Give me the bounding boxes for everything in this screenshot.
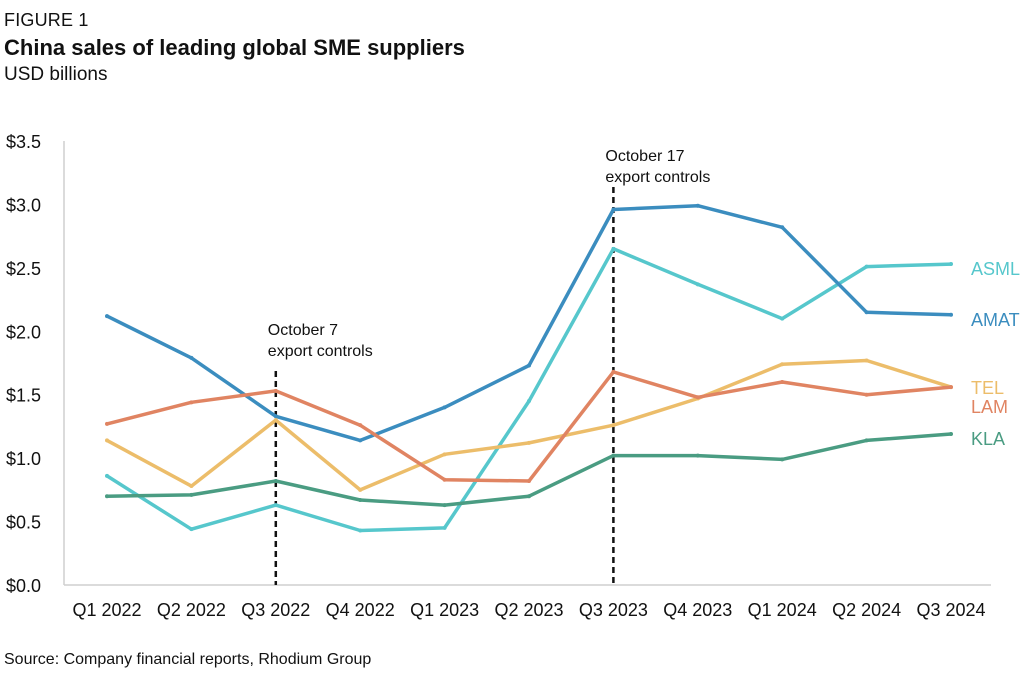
data-point-kla — [949, 432, 953, 437]
series-label-amat: AMAT — [971, 310, 1020, 330]
data-point-asml — [611, 246, 616, 251]
data-point-kla — [527, 494, 531, 499]
x-tick-label: Q3 2022 — [241, 600, 310, 620]
y-tick-label: $1.0 — [6, 449, 41, 469]
data-point-lam — [358, 423, 363, 428]
data-point-kla — [611, 453, 616, 458]
annotation-label: export controls — [268, 343, 373, 360]
chart-title: China sales of leading global SME suppli… — [4, 35, 465, 60]
x-tick-label: Q3 2023 — [579, 600, 648, 620]
data-point-asml — [442, 525, 447, 530]
x-tick-label: Q1 2023 — [410, 600, 479, 620]
data-point-tel — [189, 484, 194, 489]
data-point-lam — [695, 395, 700, 400]
data-point-asml — [358, 528, 363, 533]
annotation-label: October 17 — [605, 148, 684, 165]
data-point-amat — [949, 312, 953, 317]
data-point-kla — [189, 492, 194, 497]
data-point-tel — [527, 440, 531, 445]
series-label-asml: ASML — [971, 259, 1020, 279]
series-label-tel: TEL — [971, 378, 1004, 398]
data-point-lam — [611, 369, 616, 374]
data-point-kla — [358, 498, 363, 503]
data-point-tel — [273, 418, 278, 423]
y-tick-label: $3.5 — [6, 132, 41, 152]
data-point-tel — [864, 358, 869, 363]
data-point-lam — [780, 380, 785, 385]
x-tick-label: Q4 2022 — [326, 600, 395, 620]
annotation-label: October 7 — [268, 322, 338, 339]
data-point-amat — [695, 203, 700, 208]
data-point-amat — [105, 314, 109, 319]
data-point-amat — [442, 405, 447, 410]
data-point-amat — [780, 225, 785, 230]
data-point-asml — [273, 503, 278, 508]
series-label-kla: KLA — [971, 429, 1005, 449]
data-point-amat — [189, 355, 194, 360]
x-tick-label: Q1 2024 — [748, 600, 817, 620]
data-point-kla — [780, 457, 785, 462]
data-point-asml — [105, 473, 109, 478]
data-point-asml — [864, 264, 869, 269]
y-tick-label: $3.0 — [6, 195, 41, 215]
data-point-kla — [864, 438, 869, 443]
data-point-tel — [105, 438, 109, 443]
source-note: Source: Company financial reports, Rhodi… — [4, 651, 372, 668]
x-tick-label: Q2 2024 — [832, 600, 901, 620]
series-label-lam: LAM — [971, 397, 1008, 417]
data-point-kla — [105, 494, 109, 499]
x-tick-label: Q4 2023 — [663, 600, 732, 620]
data-point-tel — [611, 423, 616, 428]
data-point-tel — [358, 487, 363, 492]
data-point-asml — [189, 527, 194, 532]
data-point-lam — [273, 388, 278, 393]
x-tick-label: Q3 2024 — [916, 600, 985, 620]
data-point-tel — [442, 452, 447, 457]
chart-subtitle: USD billions — [4, 64, 108, 85]
data-point-lam — [527, 478, 531, 483]
annotation-label: export controls — [605, 169, 710, 186]
data-point-kla — [273, 478, 278, 483]
data-point-lam — [105, 421, 109, 426]
data-point-amat — [273, 414, 278, 419]
data-point-asml — [527, 399, 531, 404]
figure-label: FIGURE 1 — [4, 10, 89, 30]
data-point-amat — [358, 438, 363, 443]
y-tick-label: $1.5 — [6, 386, 41, 406]
x-tick-label: Q2 2022 — [157, 600, 226, 620]
y-tick-label: $0.0 — [6, 576, 41, 596]
data-point-lam — [442, 477, 447, 482]
y-tick-label: $2.0 — [6, 322, 41, 342]
series-line-amat — [105, 203, 953, 443]
data-point-lam — [864, 392, 869, 397]
data-point-amat — [527, 363, 531, 368]
data-point-amat — [611, 207, 616, 212]
y-tick-label: $2.5 — [6, 259, 41, 279]
data-point-tel — [780, 362, 785, 367]
data-point-kla — [442, 503, 447, 508]
series-line-tel — [105, 358, 953, 492]
data-point-asml — [695, 282, 700, 287]
data-point-asml — [949, 262, 953, 267]
data-point-amat — [864, 310, 869, 315]
x-tick-label: Q1 2022 — [72, 600, 141, 620]
x-tick-label: Q2 2023 — [494, 600, 563, 620]
data-point-asml — [780, 316, 785, 321]
data-point-kla — [695, 453, 700, 458]
y-tick-label: $0.5 — [6, 513, 41, 533]
data-point-lam — [189, 400, 194, 405]
data-point-lam — [949, 385, 953, 390]
